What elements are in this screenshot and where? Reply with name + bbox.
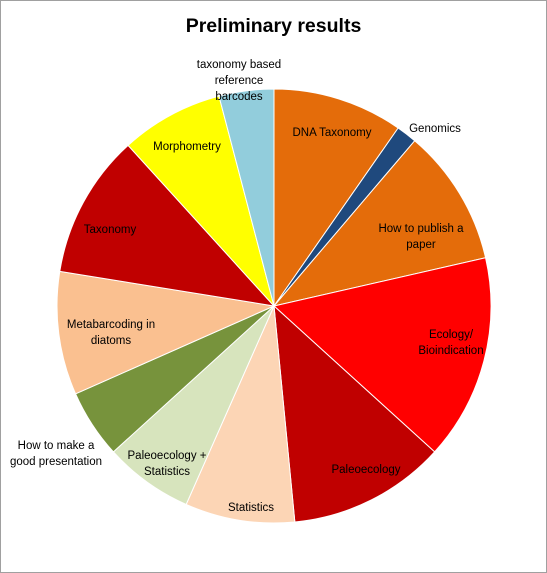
slice-label-morphometry: Morphometry xyxy=(153,141,221,153)
pie-slice-statistics xyxy=(185,304,296,524)
pie-slice-taxonomy-based-reference-barcodes xyxy=(218,88,275,307)
chart-title: Preliminary results xyxy=(185,15,362,37)
slice-label-metabarcoding-in-diatoms: Metabarcoding in diatoms xyxy=(67,319,155,347)
slice-label-taxonomy-based-reference-barcodes: taxonomy based reference barcodes xyxy=(197,59,281,103)
pie-slice-taxonomy xyxy=(59,144,276,307)
slice-label-paleoecology-statistics: Paleoecology + Statistics xyxy=(128,450,207,478)
slice-label-how-to-make-a-good-presentation: How to make a good presentation xyxy=(10,440,102,468)
pie-slice-how-to-publish-a-paper xyxy=(272,140,487,307)
slice-label-ecology-bioindication: Ecology/Bioindication xyxy=(418,329,483,357)
slice-label-statistics: Statistics xyxy=(228,502,274,514)
pie-slice-dna-taxonomy xyxy=(273,88,399,308)
pie-slice-paleoecology xyxy=(273,304,436,523)
slice-label-genomics: Genomics xyxy=(409,123,461,135)
slice-label-how-to-publish-a-paper: How to publish a paper xyxy=(378,223,464,251)
pie-slice-metabarcoding-in-diatoms xyxy=(56,270,276,395)
pie-slice-ecology-bioindication xyxy=(272,257,492,453)
slice-label-dna-taxonomy: DNA Taxonomy xyxy=(292,127,371,139)
slice-label-taxonomy: Taxonomy xyxy=(84,224,137,236)
pie-slice-morphometry xyxy=(127,95,275,307)
slice-label-paleoecology: Paleoecology xyxy=(331,464,400,476)
